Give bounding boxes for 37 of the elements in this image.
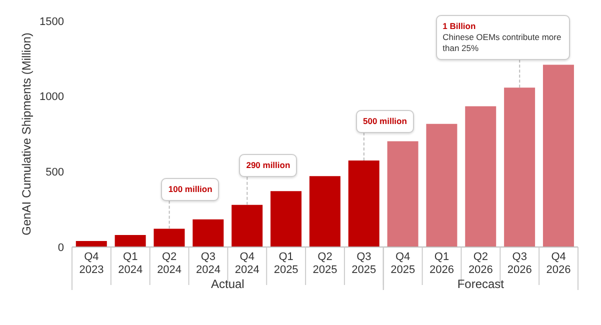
bar — [154, 228, 185, 247]
text: Forecast — [456, 277, 506, 291]
y-axis-title: GenAI Cumulative Shipments (Million) — [19, 32, 34, 236]
x-tick-label: Q4 2023 — [79, 251, 104, 276]
text: Actual — [210, 277, 246, 291]
bar — [270, 191, 302, 247]
x-tick-label: Q4 2024 — [234, 251, 260, 276]
x-tick-label: Q3 2024 — [196, 251, 220, 276]
x-tick-label: Q1 2026 — [430, 251, 454, 276]
bar — [76, 240, 107, 247]
annotation: 100 million — [168, 184, 212, 195]
x-tick-label: Q3 2025 — [352, 251, 376, 276]
x-tick-label: Q4 2026 — [546, 251, 571, 276]
bar — [504, 88, 536, 247]
x-tick-label: Q4 2025 — [390, 251, 416, 276]
annotation: 290 million — [246, 160, 290, 171]
bar — [348, 160, 380, 247]
bar — [542, 64, 574, 247]
y-tick-label: 1500 — [40, 16, 64, 28]
x-tick-label: Q1 2024 — [118, 251, 143, 276]
bar — [465, 106, 496, 247]
bar — [426, 124, 458, 247]
y-tick-label: 0 — [58, 242, 64, 254]
annotation: 500 million — [363, 116, 407, 127]
bar — [114, 234, 146, 247]
x-tick-label: Q2 2026 — [468, 251, 493, 276]
bar — [232, 204, 263, 247]
bar — [192, 219, 224, 247]
bar — [309, 176, 340, 247]
x-tick-label: Q2 2024 — [157, 251, 182, 276]
x-tick-label: Q1 2025 — [274, 251, 298, 276]
x-tick-label: Q3 2026 — [507, 251, 532, 276]
bar — [387, 141, 418, 247]
x-tick-label: Q2 2025 — [312, 251, 338, 276]
annotation: 1 Billion Chinese OEMs contribute more than 25% — [442, 20, 562, 54]
y-tick-label: 500 — [46, 166, 64, 179]
y-tick-label: 1000 — [40, 91, 64, 104]
